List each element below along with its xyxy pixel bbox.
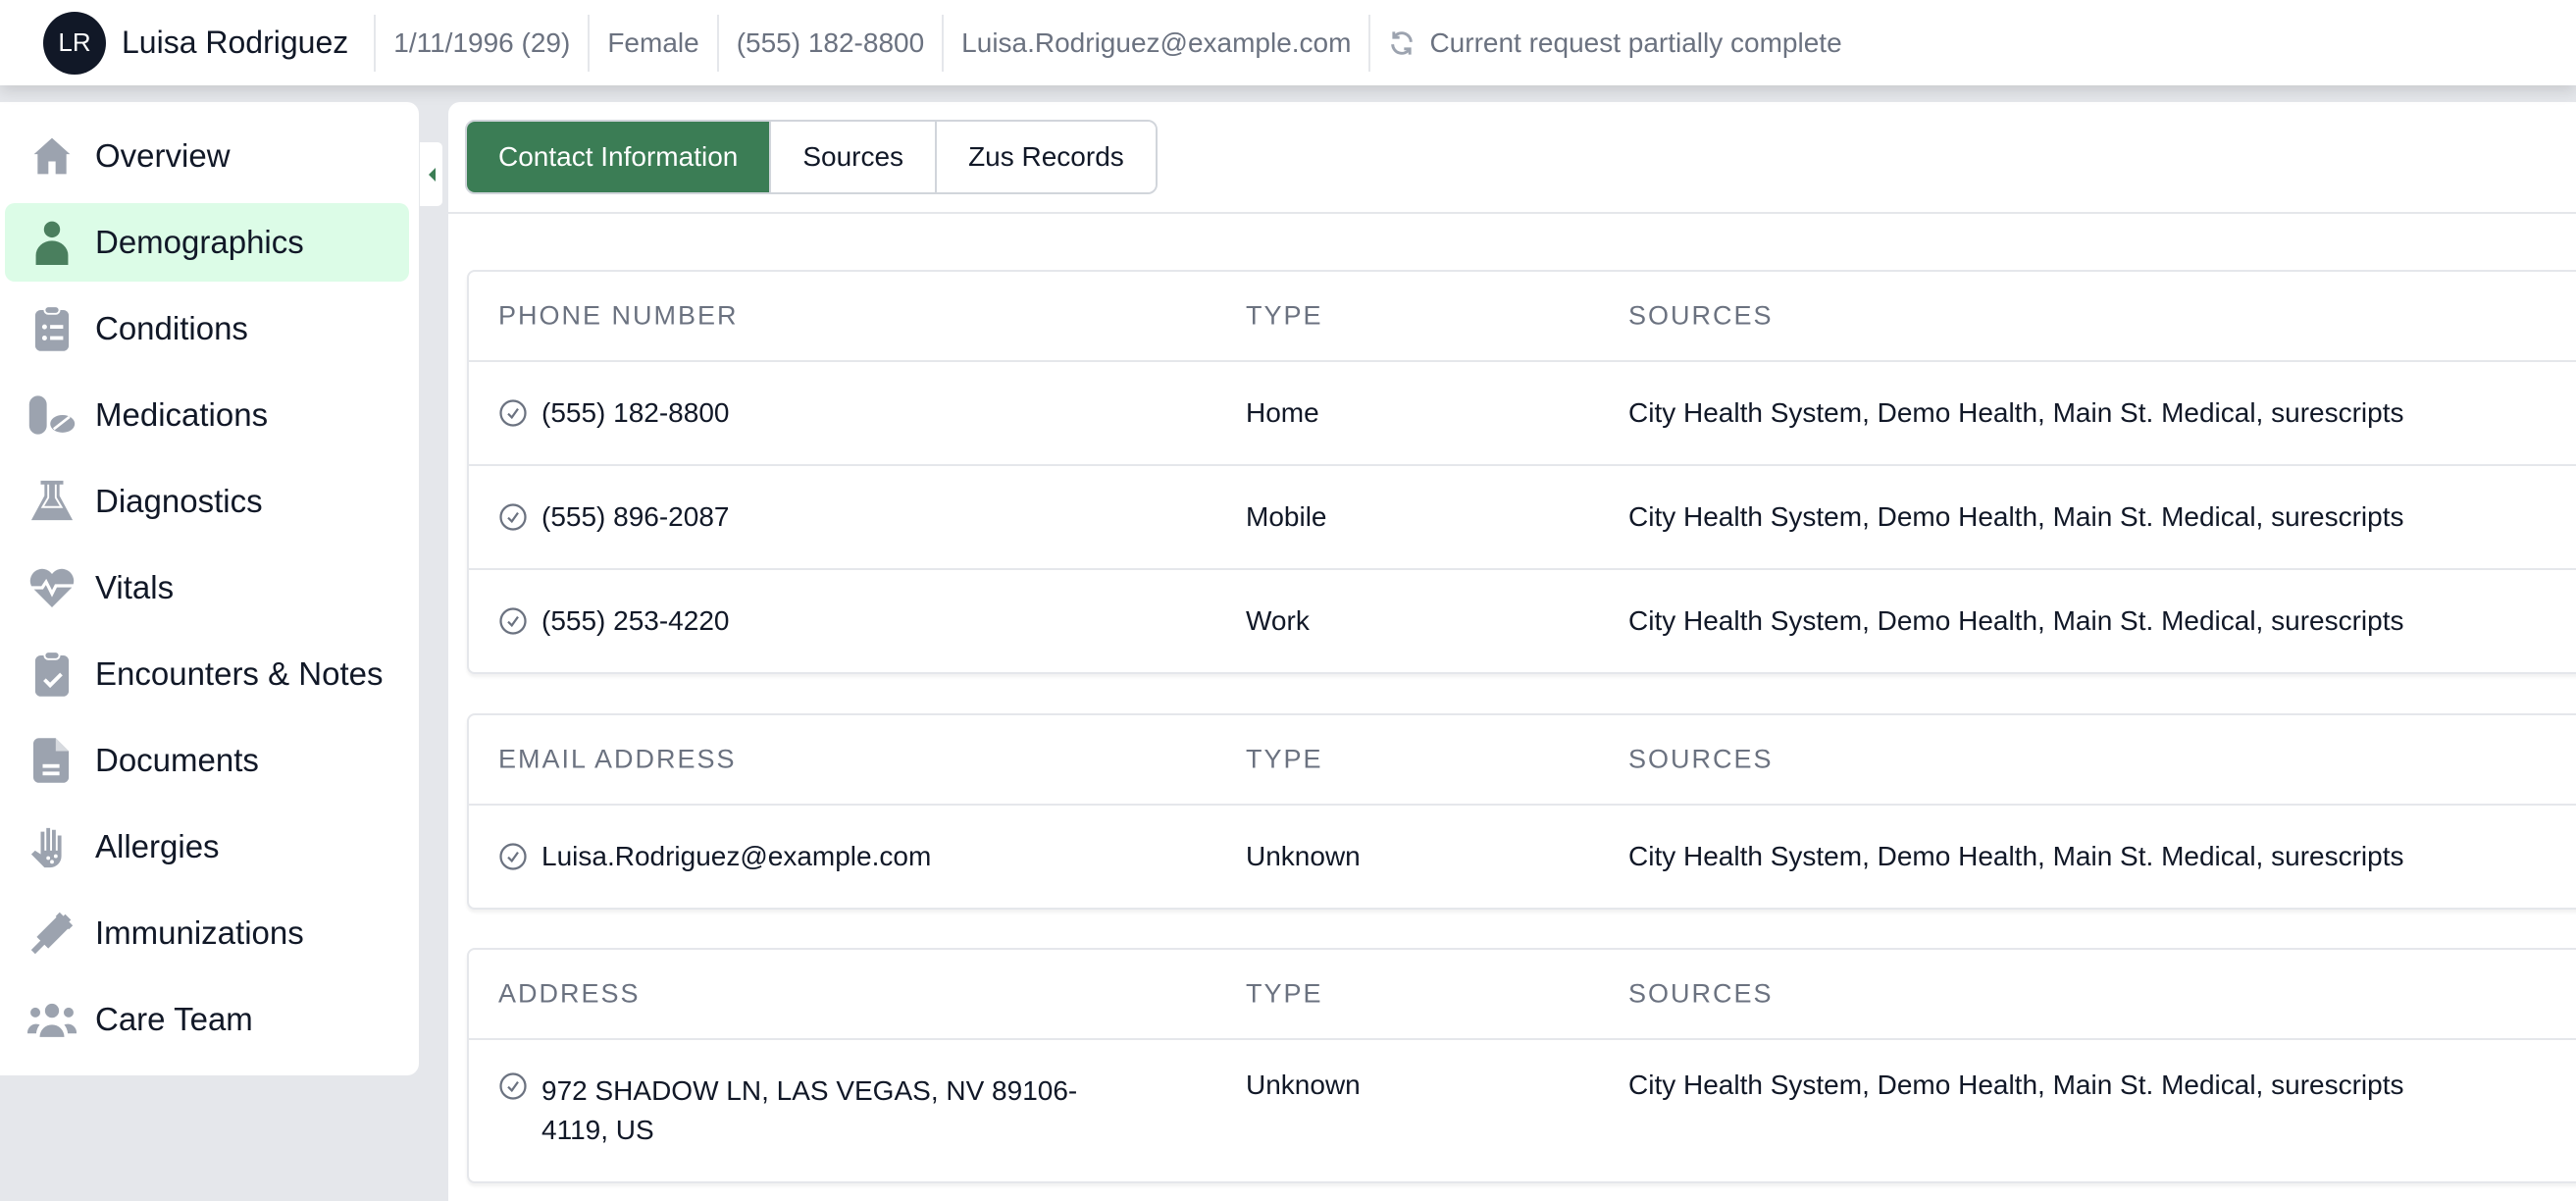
tab-zus-records[interactable]: Zus Records bbox=[935, 122, 1156, 192]
sources-cell: City Health System, Demo Health, Main St… bbox=[1628, 605, 2404, 636]
tab-sources[interactable]: Sources bbox=[769, 122, 936, 192]
value-cell: (555) 253-4220 bbox=[541, 605, 730, 636]
sidebar-item-medications[interactable]: Medications bbox=[5, 376, 409, 454]
document-icon bbox=[25, 736, 79, 785]
divider bbox=[448, 212, 2576, 214]
syringe-icon bbox=[25, 909, 79, 958]
patient-phone: (555) 182-8800 bbox=[716, 14, 942, 72]
type-cell: Mobile bbox=[1246, 501, 1327, 532]
sidebar-item-overview[interactable]: Overview bbox=[5, 117, 409, 195]
refresh-icon bbox=[1391, 30, 1414, 55]
address-table: ADDRESS TYPE SOURCES 972 SHADOW LN, LAS VE… bbox=[467, 948, 2576, 1183]
table-row: (555) 896-2087 Mobile City Health System… bbox=[469, 464, 2576, 568]
sidebar-item-documents[interactable]: Documents bbox=[5, 721, 409, 800]
table-row: Luisa.Rodriguez@example.com Unknown City… bbox=[469, 804, 2576, 908]
column-header: TYPE bbox=[1246, 744, 1323, 774]
phone-table: PHONE NUMBER TYPE SOURCES (555) 182-8800 H… bbox=[467, 270, 2576, 674]
avatar: LR bbox=[43, 11, 106, 75]
sidebar-item-label: Medications bbox=[95, 396, 269, 433]
table-header: PHONE NUMBER TYPE SOURCES bbox=[469, 272, 2576, 360]
clipboard-list-icon bbox=[25, 304, 79, 353]
table-row: 972 SHADOW LN, LAS VEGAS, NV 89106-4119,… bbox=[469, 1038, 2576, 1181]
tab-contact-information[interactable]: Contact Information bbox=[467, 122, 770, 192]
pills-icon bbox=[25, 391, 79, 440]
patient-email: Luisa.Rodriguez@example.com bbox=[942, 14, 1368, 72]
column-header: ADDRESS bbox=[498, 978, 641, 1009]
column-header: SOURCES bbox=[1628, 978, 1774, 1009]
sidebar: Overview Demographics Conditions Medication… bbox=[0, 102, 419, 1075]
sidebar-item-care-team[interactable]: Care Team bbox=[5, 980, 409, 1059]
sources-cell: City Health System, Demo Health, Main St… bbox=[1628, 841, 2404, 871]
sidebar-item-conditions[interactable]: Conditions bbox=[5, 289, 409, 368]
type-cell: Unknown bbox=[1246, 841, 1361, 871]
check-circle-icon bbox=[499, 843, 527, 870]
value-cell: (555) 896-2087 bbox=[541, 501, 730, 532]
value-cell: (555) 182-8800 bbox=[541, 397, 730, 428]
sidebar-item-label: Allergies bbox=[95, 828, 220, 864]
column-header: PHONE NUMBER bbox=[498, 300, 739, 331]
patient-gender: Female bbox=[588, 14, 716, 72]
sidebar-item-label: Conditions bbox=[95, 310, 248, 346]
table-header: ADDRESS TYPE SOURCES bbox=[469, 950, 2576, 1038]
user-icon bbox=[25, 218, 79, 267]
table-row: (555) 182-8800 Home City Health System, … bbox=[469, 360, 2576, 464]
value-cell: 972 SHADOW LN, LAS VEGAS, NV 89106-4119,… bbox=[541, 1075, 1078, 1145]
sources-cell: City Health System, Demo Health, Main St… bbox=[1628, 1070, 2404, 1100]
collapse-sidebar-button[interactable] bbox=[419, 141, 443, 207]
sidebar-item-immunizations[interactable]: Immunizations bbox=[5, 894, 409, 972]
sidebar-item-label: Documents bbox=[95, 742, 259, 778]
request-status: Current request partially complete bbox=[1368, 14, 1859, 72]
patient-name: Luisa Rodriguez bbox=[122, 25, 349, 60]
sidebar-item-encounters-notes[interactable]: Encounters & Notes bbox=[5, 635, 409, 713]
table-header: EMAIL ADDRESS TYPE SOURCES bbox=[469, 715, 2576, 804]
sidebar-item-allergies[interactable]: Allergies bbox=[5, 808, 409, 886]
sidebar-item-vitals[interactable]: Vitals bbox=[5, 548, 409, 627]
column-header: SOURCES bbox=[1628, 300, 1774, 331]
sources-cell: City Health System, Demo Health, Main St… bbox=[1628, 397, 2404, 428]
type-cell: Unknown bbox=[1246, 1070, 1361, 1100]
sidebar-item-demographics[interactable]: Demographics bbox=[5, 203, 409, 282]
sources-cell: City Health System, Demo Health, Main St… bbox=[1628, 501, 2404, 532]
column-header: TYPE bbox=[1246, 300, 1323, 331]
main-panel: Contact Information Sources Zus Records … bbox=[448, 102, 2576, 1201]
sidebar-item-diagnostics[interactable]: Diagnostics bbox=[5, 462, 409, 541]
sidebar-item-label: Immunizations bbox=[95, 914, 304, 951]
check-circle-icon bbox=[499, 607, 527, 635]
heart-pulse-icon bbox=[25, 563, 79, 612]
column-header: TYPE bbox=[1246, 978, 1323, 1009]
tab-bar: Contact Information Sources Zus Records bbox=[465, 120, 1158, 194]
caret-left-icon bbox=[428, 167, 436, 182]
sidebar-item-label: Encounters & Notes bbox=[95, 655, 384, 692]
hand-icon bbox=[25, 822, 79, 871]
sidebar-item-label: Demographics bbox=[95, 224, 304, 260]
email-table: EMAIL ADDRESS TYPE SOURCES Luisa.Rodriguez… bbox=[467, 713, 2576, 910]
home-icon bbox=[25, 131, 79, 181]
users-icon bbox=[25, 995, 79, 1044]
request-status-text: Current request partially complete bbox=[1429, 26, 1842, 58]
sidebar-item-label: Diagnostics bbox=[95, 483, 263, 519]
clipboard-check-icon bbox=[25, 650, 79, 699]
type-cell: Work bbox=[1246, 605, 1310, 636]
sidebar-item-label: Overview bbox=[95, 137, 231, 174]
patient-dob: 1/11/1996 (29) bbox=[374, 14, 588, 72]
sidebar-item-label: Care Team bbox=[95, 1001, 253, 1037]
patient-header: LR Luisa Rodriguez 1/11/1996 (29) Female… bbox=[0, 0, 2576, 85]
value-cell: Luisa.Rodriguez@example.com bbox=[541, 841, 932, 871]
column-header: SOURCES bbox=[1628, 744, 1774, 774]
sidebar-item-label: Vitals bbox=[95, 569, 175, 605]
check-circle-icon bbox=[499, 503, 527, 531]
check-circle-icon bbox=[499, 399, 527, 427]
table-row: (555) 253-4220 Work City Health System, … bbox=[469, 568, 2576, 672]
type-cell: Home bbox=[1246, 397, 1319, 428]
flask-icon bbox=[25, 477, 79, 526]
check-circle-icon bbox=[499, 1072, 527, 1100]
column-header: EMAIL ADDRESS bbox=[498, 744, 737, 774]
